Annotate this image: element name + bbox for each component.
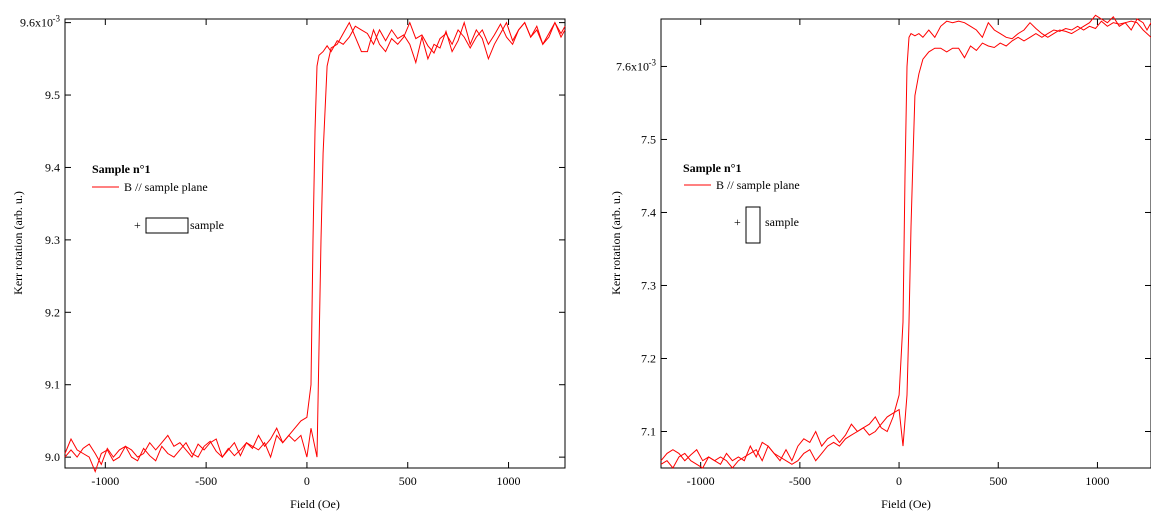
y-axis-title: Kerr rotation (arb. u.) [11, 191, 25, 295]
axis-ticks [65, 19, 565, 468]
x-tick-label: 0 [896, 474, 902, 488]
y-exponent-label: -3 [649, 57, 657, 67]
y-tick-label: 9.2 [45, 305, 60, 319]
plot-frame [64, 18, 566, 469]
sample-inset-box [745, 206, 761, 244]
x-tick-label: 500 [989, 474, 1007, 488]
x-tick-labels: -1000 -500 0 500 1000 [91, 474, 520, 488]
hysteresis-branch-descending [64, 20, 566, 474]
x-tick-label: 500 [399, 474, 417, 488]
legend-title: Sample n°1 [92, 162, 150, 176]
legend-plus: + [734, 215, 741, 229]
legend-title: Sample n°1 [683, 161, 741, 175]
y-tick-label: 7.6x10 [616, 59, 649, 73]
hysteresis-curves [64, 20, 566, 474]
sample-inset-label: sample [765, 215, 799, 229]
axis-ticks [661, 19, 1151, 468]
y-tick-label: 7.3 [641, 278, 656, 292]
sample-inset-box [145, 217, 189, 234]
x-tick-label: 0 [304, 474, 310, 488]
y-tick-label: 9.5 [45, 88, 60, 102]
legend-plus: + [134, 218, 141, 232]
y-tick-label: 9.3 [45, 233, 60, 247]
y-tick-labels: 9.0 9.1 9.2 9.3 9.4 9.5 9.6x10 -3 [20, 14, 60, 465]
y-tick-label: 9.1 [45, 378, 60, 392]
plot-frame [660, 18, 1151, 469]
hysteresis-branch-ascending [64, 21, 566, 466]
y-tick-label: 7.2 [641, 351, 656, 365]
y-tick-label: 9.0 [45, 450, 60, 464]
x-axis-title: Field (Oe) [290, 497, 340, 511]
y-tick-label: 7.4 [641, 205, 656, 219]
x-tick-label: -1000 [687, 474, 715, 488]
x-axis-title: Field (Oe) [881, 497, 931, 511]
y-tick-labels: 7.1 7.2 7.3 7.4 7.5 7.6x10 -3 [616, 57, 656, 438]
y-tick-label: 7.1 [641, 424, 656, 438]
y-tick-label: 7.5 [641, 132, 656, 146]
sample-inset-label: sample [190, 218, 224, 232]
x-tick-label: -500 [195, 474, 217, 488]
x-tick-labels: -1000 -500 0 500 1000 [687, 474, 1110, 488]
hysteresis-branch-ascending [660, 20, 1151, 465]
hysteresis-curves [660, 14, 1151, 469]
y-tick-label: 9.4 [45, 160, 60, 174]
legend: Sample n°1 B // sample plane + sample [92, 162, 224, 234]
legend: Sample n°1 B // sample plane + sample [683, 161, 800, 244]
hysteresis-branch-descending [660, 14, 1151, 469]
legend-label: B // sample plane [716, 178, 800, 192]
chart-right: -1000 -500 0 500 1000 7.17.27.37.47.57.6x10-… [609, 14, 1151, 511]
x-tick-label: 1000 [1085, 474, 1109, 488]
x-tick-label: -500 [789, 474, 811, 488]
y-axis-title: Kerr rotation (arb. u.) [609, 191, 623, 295]
x-tick-label: 1000 [497, 474, 521, 488]
chart-left: -1000 -500 0 500 1000 9.0 9.1 9.2 9.3 9.4 9.5 9.6x… [11, 14, 566, 511]
legend-label: B // sample plane [124, 180, 208, 194]
y-tick-label: 9.6x10 [20, 16, 53, 30]
y-exponent-label: -3 [53, 14, 61, 24]
x-tick-label: -1000 [91, 474, 119, 488]
